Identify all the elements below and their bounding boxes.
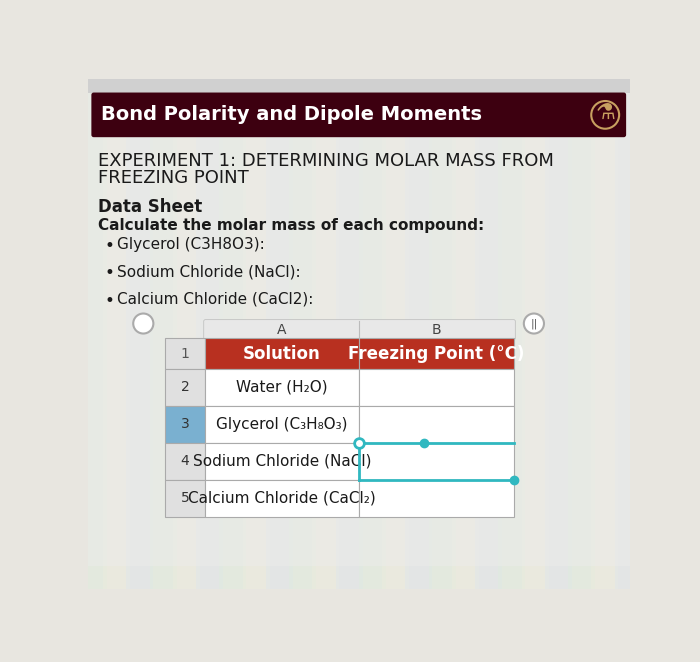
FancyBboxPatch shape (358, 480, 514, 517)
FancyBboxPatch shape (475, 79, 502, 589)
Text: Freezing Point (°C): Freezing Point (°C) (348, 344, 524, 363)
FancyBboxPatch shape (205, 369, 358, 406)
FancyBboxPatch shape (80, 79, 107, 589)
FancyBboxPatch shape (205, 443, 358, 480)
FancyBboxPatch shape (568, 79, 595, 589)
FancyBboxPatch shape (312, 79, 340, 589)
FancyBboxPatch shape (382, 79, 409, 589)
FancyBboxPatch shape (522, 79, 549, 589)
Text: Solution: Solution (243, 344, 321, 363)
FancyBboxPatch shape (358, 406, 514, 443)
FancyBboxPatch shape (358, 369, 514, 406)
Text: B: B (431, 322, 441, 337)
FancyBboxPatch shape (173, 79, 200, 589)
FancyBboxPatch shape (219, 79, 246, 589)
FancyBboxPatch shape (126, 79, 153, 589)
FancyBboxPatch shape (289, 79, 316, 589)
FancyBboxPatch shape (165, 369, 205, 406)
Text: Water (H₂O): Water (H₂O) (236, 380, 328, 395)
Text: ⚗: ⚗ (595, 103, 615, 123)
FancyBboxPatch shape (165, 443, 205, 480)
Text: Calculate the molar mass of each compound:: Calculate the molar mass of each compoun… (98, 218, 484, 233)
FancyBboxPatch shape (150, 79, 176, 589)
FancyBboxPatch shape (165, 338, 205, 369)
FancyBboxPatch shape (204, 320, 515, 340)
FancyBboxPatch shape (358, 443, 514, 480)
Text: EXPERIMENT 1: DETERMINING MOLAR MASS FROM: EXPERIMENT 1: DETERMINING MOLAR MASS FRO… (98, 152, 554, 170)
FancyBboxPatch shape (266, 79, 293, 589)
Text: ||: || (531, 318, 538, 329)
Circle shape (592, 101, 620, 128)
Text: 2: 2 (181, 381, 190, 395)
FancyBboxPatch shape (165, 480, 205, 517)
Circle shape (133, 314, 153, 334)
Text: •: • (104, 264, 114, 282)
FancyBboxPatch shape (242, 79, 270, 589)
FancyBboxPatch shape (452, 79, 479, 589)
Text: FREEZING POINT: FREEZING POINT (98, 169, 249, 187)
FancyBboxPatch shape (498, 79, 526, 589)
FancyBboxPatch shape (205, 406, 358, 443)
Text: Sodium Chloride (NaCl):: Sodium Chloride (NaCl): (117, 264, 300, 279)
Text: Glycerol (C₃H₈O₃): Glycerol (C₃H₈O₃) (216, 417, 348, 432)
FancyBboxPatch shape (428, 79, 456, 589)
Text: 5: 5 (181, 491, 190, 505)
FancyBboxPatch shape (88, 89, 630, 566)
Text: 3: 3 (181, 418, 190, 432)
Text: Calcium Chloride (CaCl₂): Calcium Chloride (CaCl₂) (188, 491, 376, 506)
Text: Sodium Chloride (NaCl): Sodium Chloride (NaCl) (193, 454, 371, 469)
FancyBboxPatch shape (205, 480, 358, 517)
FancyBboxPatch shape (615, 79, 642, 589)
FancyBboxPatch shape (405, 79, 433, 589)
FancyBboxPatch shape (196, 79, 223, 589)
FancyBboxPatch shape (88, 79, 630, 93)
Text: Bond Polarity and Dipole Moments: Bond Polarity and Dipole Moments (102, 105, 482, 124)
FancyBboxPatch shape (335, 79, 363, 589)
FancyBboxPatch shape (545, 79, 572, 589)
FancyBboxPatch shape (92, 93, 626, 137)
Text: Glycerol (C3H8O3):: Glycerol (C3H8O3): (117, 236, 265, 252)
Text: •: • (104, 236, 114, 254)
Text: 4: 4 (181, 454, 190, 468)
FancyBboxPatch shape (358, 338, 514, 369)
FancyBboxPatch shape (165, 406, 205, 443)
Text: A: A (277, 322, 287, 337)
FancyBboxPatch shape (638, 79, 665, 589)
FancyBboxPatch shape (205, 338, 358, 369)
FancyBboxPatch shape (592, 79, 618, 589)
Circle shape (524, 314, 544, 334)
Text: Data Sheet: Data Sheet (98, 198, 202, 216)
Text: Calcium Chloride (CaCl2):: Calcium Chloride (CaCl2): (117, 292, 314, 307)
FancyBboxPatch shape (358, 79, 386, 589)
Text: 1: 1 (181, 347, 190, 361)
FancyBboxPatch shape (103, 79, 130, 589)
Text: •: • (104, 292, 114, 310)
